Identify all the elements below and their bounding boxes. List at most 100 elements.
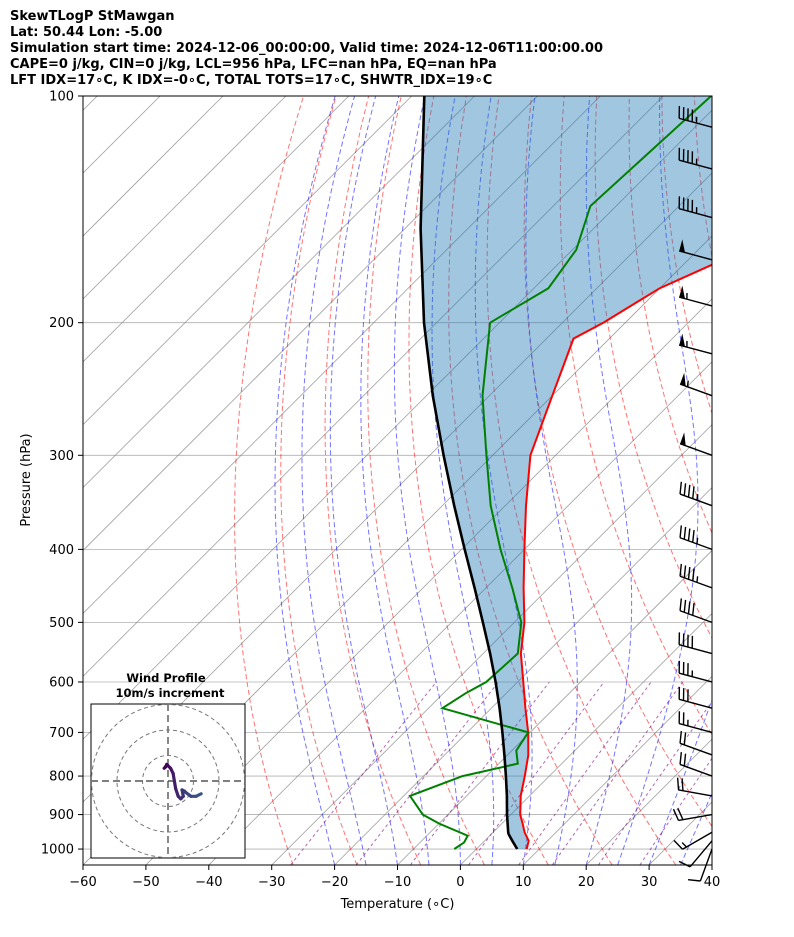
barb-flag — [679, 285, 685, 299]
isotherm-line — [83, 96, 538, 552]
barb-staff — [679, 493, 713, 507]
barb-full — [679, 525, 683, 538]
barb-full — [683, 753, 687, 767]
barb-full — [692, 602, 695, 616]
isotherm-line — [83, 96, 412, 426]
barb-full — [692, 529, 695, 543]
moist-adiabat-line — [393, 96, 461, 865]
barb-full — [679, 598, 683, 611]
isotherm-line — [460, 612, 712, 865]
barb-staff — [678, 344, 713, 355]
barb-staff — [679, 383, 713, 397]
moist-adiabat-line — [585, 96, 633, 865]
wind-barb — [676, 777, 713, 797]
moist-adiabat-line — [617, 96, 699, 865]
barb-full — [687, 484, 691, 498]
barb-staff — [678, 813, 713, 822]
barb-full — [683, 732, 687, 745]
barb-staff — [678, 672, 713, 683]
wind-barbs — [672, 105, 713, 882]
barb-full — [679, 730, 683, 744]
x-tick-label: 20 — [578, 875, 595, 890]
barb-half — [696, 494, 699, 501]
indices-line-lift: LFT IDX=17∘C, K IDX=-0∘C, TOTAL TOTS=17∘… — [10, 73, 493, 88]
hodograph-ring — [91, 704, 245, 858]
moist-adiabat-line — [329, 96, 398, 865]
barb-staff — [678, 159, 713, 170]
isotherm-line — [775, 96, 794, 865]
x-tick-label: −40 — [195, 875, 222, 890]
isotherm-line — [83, 96, 475, 489]
wind-barb — [679, 432, 713, 456]
hodograph-plot — [91, 704, 245, 858]
y-axis-label: Pressure (hPa) — [19, 433, 34, 526]
isotherm-line — [83, 96, 287, 300]
cin-shaded-area — [420, 96, 712, 849]
wind-barb — [679, 372, 713, 397]
hodograph-segment — [162, 765, 168, 770]
wind-barb — [678, 686, 713, 709]
barb-half — [696, 537, 699, 544]
y-tick-label: 900 — [49, 808, 74, 823]
barb-staff — [679, 610, 713, 624]
dry-adiabat-line — [367, 96, 485, 865]
isotherm-line — [145, 298, 712, 865]
x-tick-label: 0 — [456, 875, 464, 890]
x-tick-label: −10 — [384, 875, 411, 890]
temperature-line — [519, 263, 712, 850]
hodograph-title: Wind Profile — [126, 671, 206, 685]
y-tick-label: 200 — [49, 316, 74, 331]
wind-barb — [679, 481, 713, 507]
barb-full — [672, 808, 680, 821]
hodograph-subtitle: 10m/s increment — [116, 686, 225, 700]
barb-half — [681, 842, 687, 848]
wind-barb — [673, 831, 713, 850]
hodograph-ring — [116, 729, 220, 833]
barb-flag — [679, 239, 685, 253]
hodograph-inset: Wind Profile 10m/s increment — [90, 671, 246, 859]
wind-barb — [679, 525, 713, 551]
barb-staff — [678, 644, 713, 655]
barb-half — [686, 380, 689, 387]
mixing-ratio-line — [409, 681, 550, 865]
barb-staff — [678, 117, 713, 128]
wind-barb — [679, 752, 713, 777]
barb-full — [678, 860, 691, 868]
wind-barb — [678, 239, 713, 261]
hodograph-ring — [142, 755, 194, 807]
wind-barb — [679, 563, 713, 589]
wind-barb — [678, 147, 713, 170]
barb-full — [683, 483, 687, 496]
indices-line-cape: CAPE=0 j/kg, CIN=0 j/kg, LCL=956 hPa, LF… — [10, 57, 497, 72]
dry-adiabat-line — [594, 96, 712, 640]
dry-adiabat-line — [559, 96, 712, 736]
mixing-ratio-line — [551, 681, 684, 865]
dry-adiabat-line — [448, 96, 613, 865]
moist-adiabat-line — [360, 96, 430, 865]
wind-barb — [678, 711, 713, 734]
moist-adiabat-line — [274, 96, 336, 865]
x-tick-label: −50 — [132, 875, 159, 890]
dry-adiabat-line — [661, 96, 712, 415]
barb-full — [683, 526, 687, 540]
barb-staff — [679, 575, 713, 589]
barb-full — [687, 566, 691, 580]
moist-adiabat-line — [711, 863, 712, 865]
x-tick-label: −60 — [69, 875, 96, 890]
y-tick-label: 300 — [49, 449, 74, 464]
parcel-line — [419, 96, 519, 850]
mixing-ratio-line — [518, 681, 652, 865]
barb-full — [673, 839, 684, 850]
y-tick-label: 400 — [49, 543, 74, 558]
y-tick-label: 100 — [49, 90, 74, 105]
dry-adiabat-line — [523, 96, 712, 828]
barb-half — [696, 576, 699, 583]
isotherm-line — [83, 109, 712, 740]
dry-adiabat-line — [486, 96, 677, 865]
barb-full — [692, 486, 695, 499]
dry-adiabat-line — [234, 96, 304, 865]
barb-full — [681, 778, 684, 791]
x-tick-label: −30 — [258, 875, 285, 890]
barb-staff — [678, 250, 713, 261]
